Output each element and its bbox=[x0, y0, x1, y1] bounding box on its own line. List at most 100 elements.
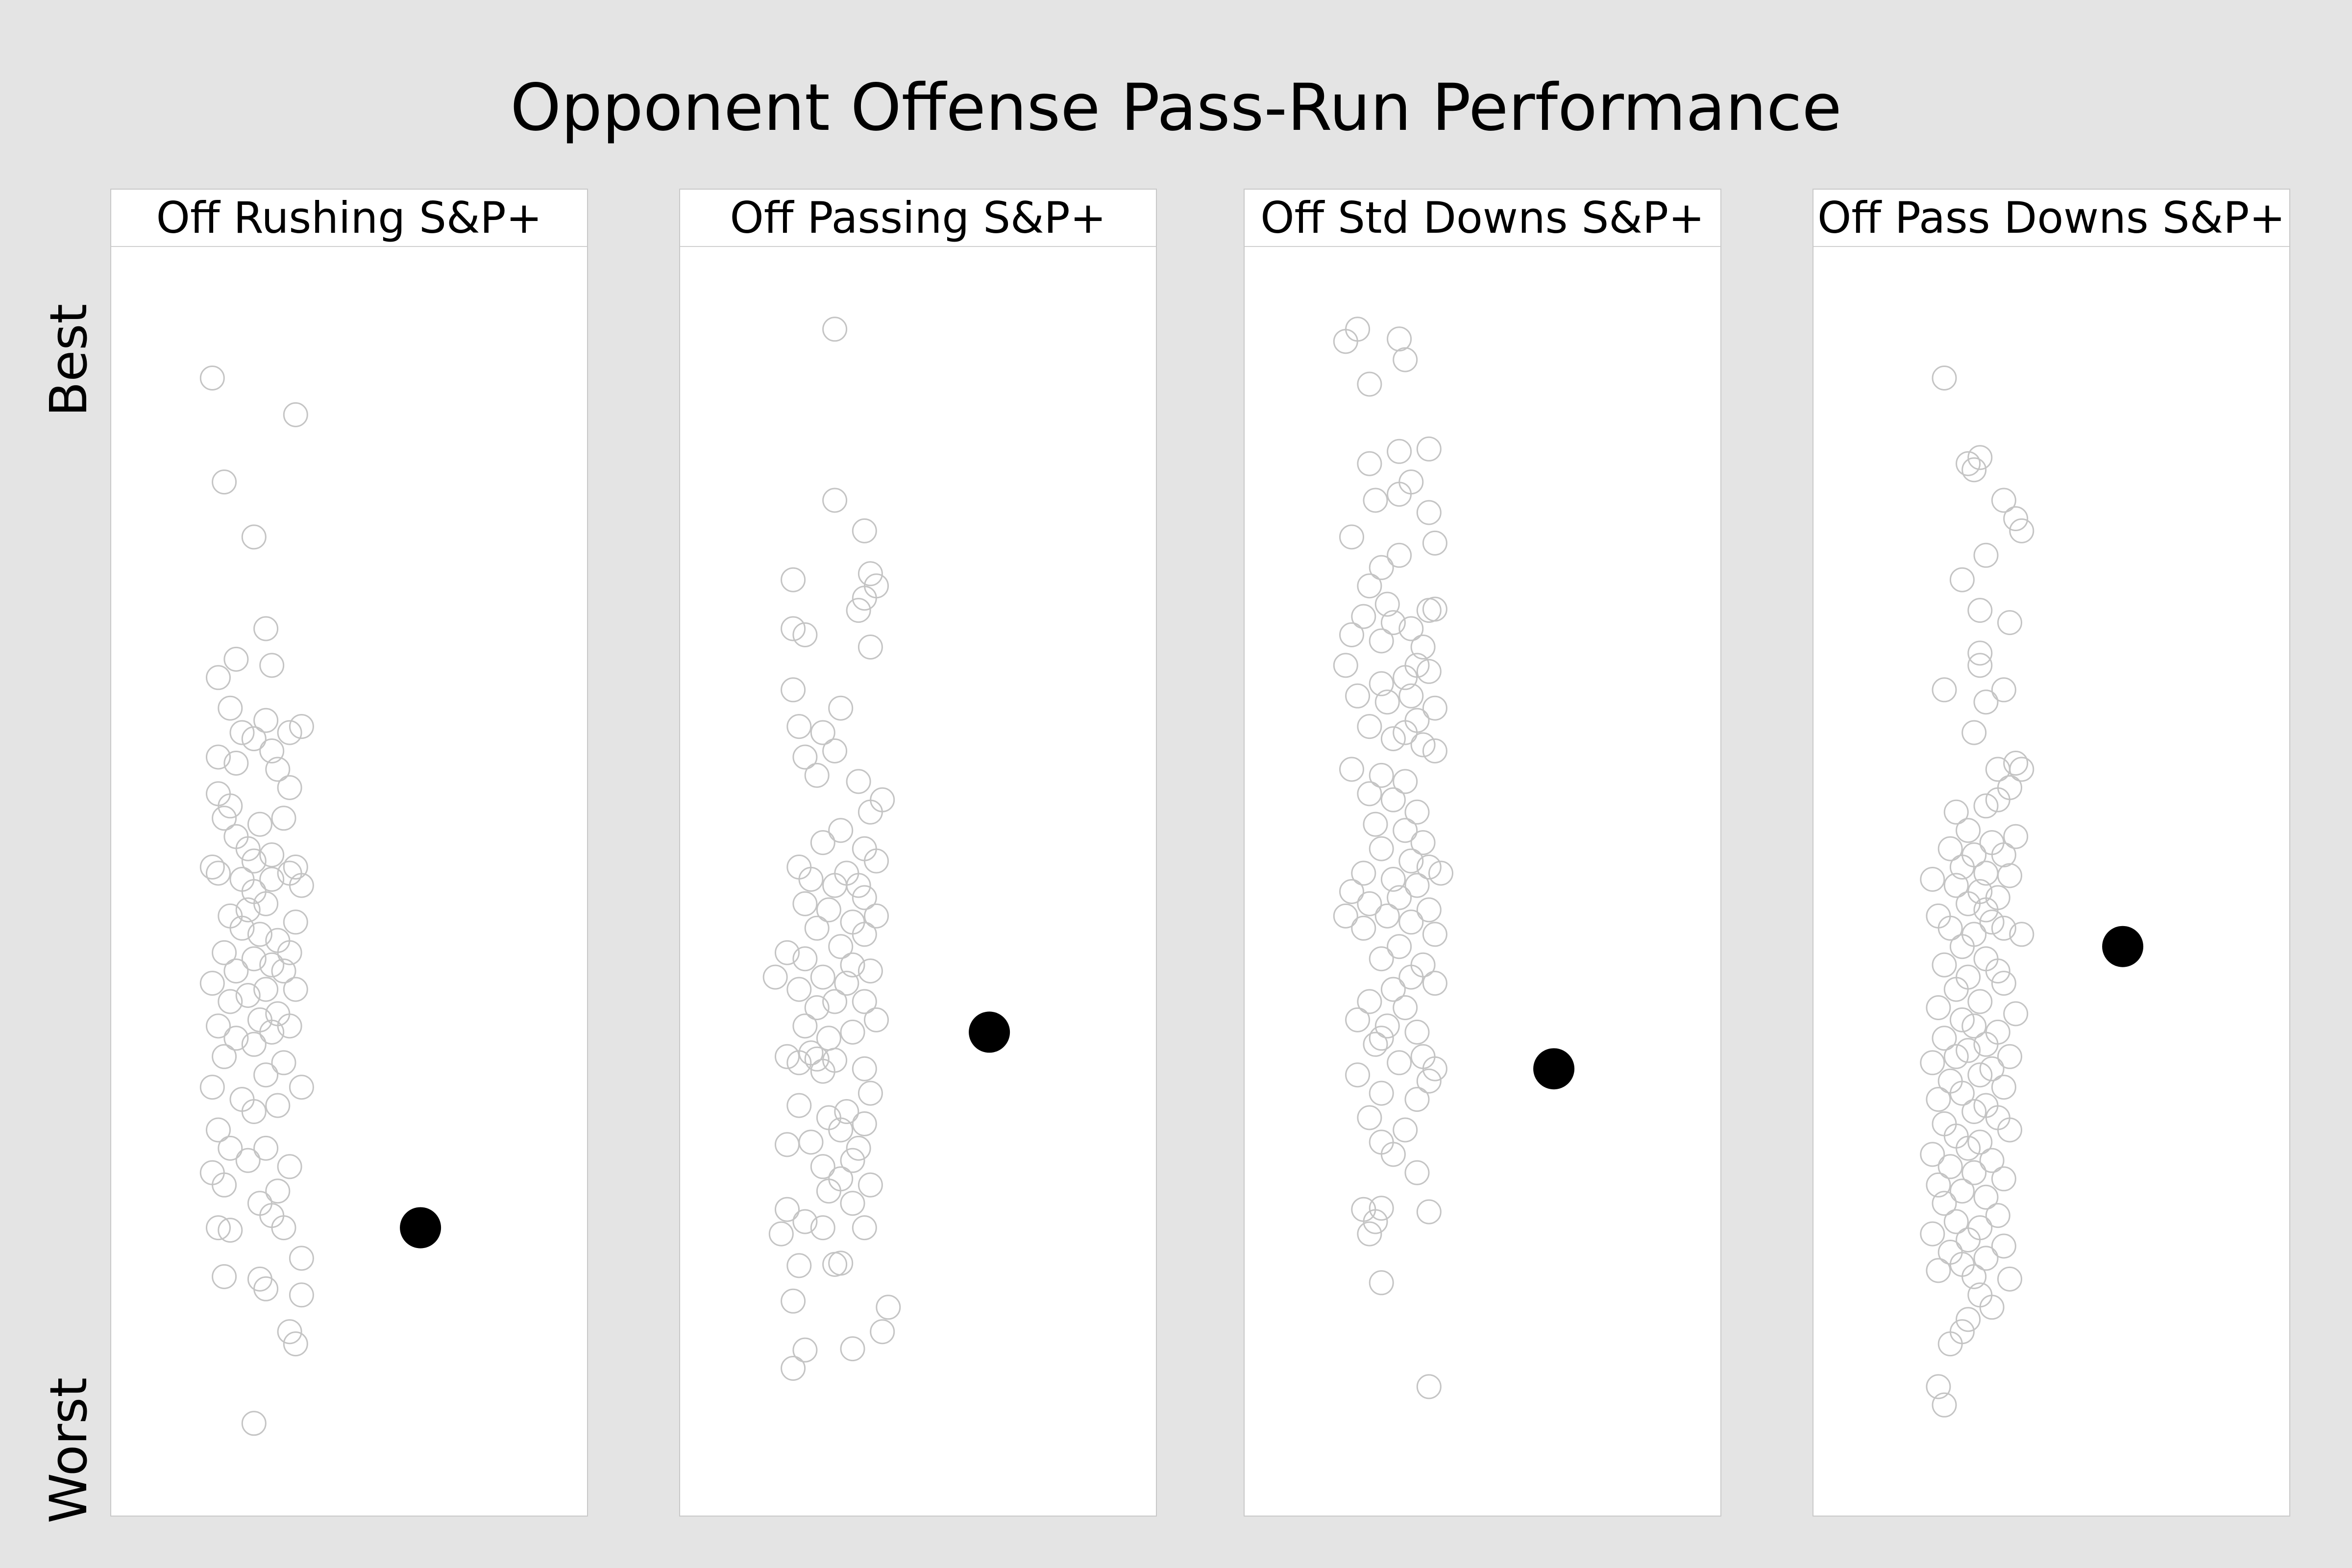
opponent-point bbox=[781, 677, 806, 703]
opponent-point bbox=[289, 1246, 314, 1271]
opponent-point bbox=[277, 775, 302, 800]
opponent-point bbox=[1393, 1117, 1418, 1143]
opponent-point bbox=[781, 1356, 806, 1381]
opponent-point bbox=[199, 1160, 225, 1185]
opponent-point bbox=[229, 867, 255, 892]
team-point bbox=[2102, 926, 2144, 967]
opponent-point bbox=[834, 860, 859, 886]
opponent-point bbox=[212, 469, 237, 495]
opponent-point bbox=[870, 1319, 895, 1345]
opponent-point bbox=[1369, 628, 1394, 654]
opponent-point bbox=[775, 1197, 800, 1222]
opponent-point bbox=[1387, 439, 1412, 464]
opponent-point bbox=[253, 891, 279, 916]
opponent-point bbox=[1926, 1172, 1951, 1198]
opponent-point bbox=[283, 402, 308, 427]
opponent-point bbox=[822, 317, 848, 342]
opponent-point bbox=[1333, 329, 1358, 354]
panel-header: Off Pass Downs S&P+ bbox=[1813, 190, 2289, 247]
panel-off-std-downs: Off Std Downs S&P+ bbox=[1244, 189, 1721, 1517]
opponent-point bbox=[1943, 1124, 1969, 1149]
opponent-point bbox=[283, 1331, 308, 1357]
opponent-point bbox=[822, 989, 848, 1014]
opponent-point bbox=[828, 1166, 854, 1192]
opponent-point bbox=[1991, 971, 2016, 996]
opponent-point bbox=[265, 1093, 291, 1118]
opponent-point bbox=[1416, 897, 1442, 923]
opponent-point bbox=[1997, 775, 2022, 800]
opponent-point bbox=[223, 958, 249, 984]
opponent-point bbox=[1920, 867, 1945, 892]
opponent-point bbox=[1926, 1374, 1951, 1399]
opponent-point bbox=[289, 1282, 314, 1308]
opponent-point bbox=[2003, 506, 2029, 531]
opponent-point bbox=[1949, 1178, 1975, 1204]
opponent-point bbox=[822, 738, 848, 763]
opponent-point bbox=[247, 811, 272, 837]
opponent-point bbox=[1339, 757, 1364, 782]
opponent-point bbox=[1961, 842, 1987, 868]
opponent-point bbox=[852, 1056, 877, 1081]
opponent-point bbox=[277, 940, 302, 965]
opponent-point bbox=[206, 744, 231, 770]
opponent-point bbox=[1404, 799, 1430, 825]
opponent-point bbox=[1363, 1209, 1388, 1234]
opponent-point bbox=[792, 622, 818, 647]
opponent-point bbox=[2009, 757, 2034, 782]
opponent-point bbox=[1363, 488, 1388, 513]
opponent-point bbox=[870, 787, 895, 812]
opponent-point bbox=[1387, 326, 1412, 352]
opponent-point bbox=[199, 1075, 225, 1100]
opponent-point bbox=[1363, 811, 1388, 837]
opponent-point bbox=[1416, 1068, 1442, 1094]
opponent-point bbox=[864, 903, 889, 929]
opponent-point bbox=[852, 586, 877, 611]
opponent-point bbox=[864, 848, 889, 874]
opponent-point bbox=[852, 922, 877, 947]
opponent-point bbox=[218, 1135, 243, 1161]
opponent-point bbox=[1422, 596, 1447, 622]
opponent-point bbox=[798, 1040, 824, 1066]
opponent-point bbox=[241, 946, 267, 972]
opponent-point bbox=[241, 524, 267, 550]
opponent-point bbox=[229, 915, 255, 941]
opponent-point bbox=[1357, 1105, 1382, 1130]
opponent-point bbox=[259, 1019, 285, 1045]
opponent-point bbox=[1961, 1099, 1987, 1124]
opponent-point bbox=[834, 1099, 859, 1124]
opponent-point bbox=[781, 567, 806, 592]
opponent-point bbox=[828, 818, 854, 843]
opponent-point bbox=[1369, 946, 1394, 972]
opponent-point bbox=[1387, 934, 1412, 959]
opponent-point bbox=[1967, 1215, 1993, 1241]
opponent-point bbox=[1387, 482, 1412, 507]
opponent-point bbox=[259, 867, 285, 892]
opponent-point bbox=[271, 958, 296, 984]
opponent-point bbox=[253, 1276, 279, 1301]
opponent-point bbox=[1333, 653, 1358, 678]
opponent-point bbox=[212, 806, 237, 831]
opponent-point bbox=[1956, 451, 1981, 476]
opponent-point bbox=[1997, 1117, 2022, 1143]
opponent-point bbox=[206, 1013, 231, 1039]
opponent-point bbox=[277, 1319, 302, 1345]
opponent-point bbox=[1956, 1227, 1981, 1252]
opponent-point bbox=[1997, 610, 2022, 636]
opponent-point bbox=[840, 952, 865, 978]
opponent-point bbox=[804, 1046, 830, 1072]
team-point bbox=[400, 1207, 441, 1249]
opponent-point bbox=[1979, 1295, 2005, 1320]
opponent-point bbox=[1404, 708, 1430, 733]
opponent-point bbox=[235, 1148, 261, 1173]
opponent-point bbox=[804, 995, 830, 1020]
opponent-point bbox=[1926, 903, 1951, 929]
opponent-point bbox=[840, 1336, 865, 1362]
opponent-point bbox=[1979, 909, 2005, 935]
opponent-point bbox=[265, 1178, 291, 1204]
y-axis-worst-label: Worst bbox=[39, 1377, 98, 1524]
opponent-point bbox=[1926, 1258, 1951, 1283]
opponent-point bbox=[816, 1178, 841, 1204]
opponent-point bbox=[1416, 500, 1442, 525]
opponent-point bbox=[1973, 946, 1999, 972]
opponent-point bbox=[253, 1062, 279, 1088]
